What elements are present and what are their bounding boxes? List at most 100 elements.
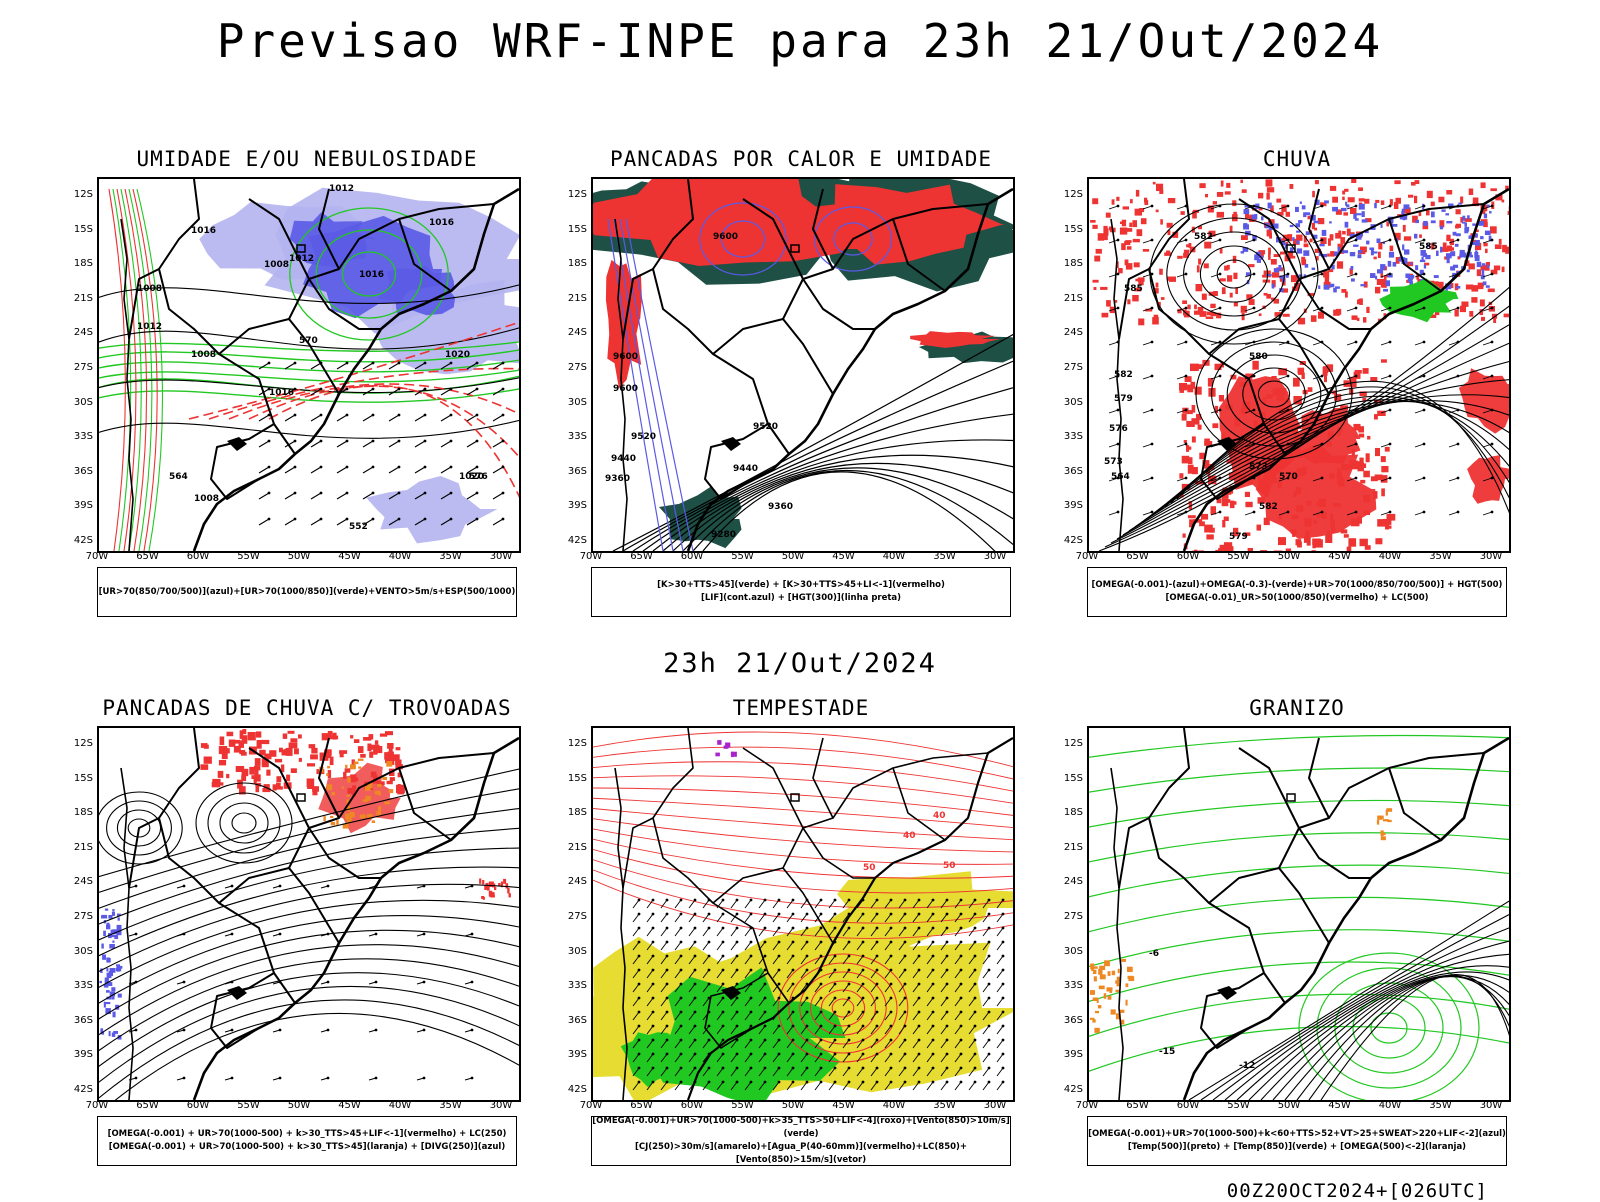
precip-pixel (1409, 275, 1415, 279)
contour-line (109, 189, 125, 551)
precip-pixel (102, 955, 106, 960)
precip-pixel (286, 748, 293, 756)
precip-pixel (112, 909, 114, 912)
streamline (99, 867, 519, 958)
latitude-tick-label: 18S (1053, 258, 1083, 269)
latitude-tick-label: 33S (1053, 431, 1083, 442)
precip-pixel (1358, 254, 1362, 258)
latitude-tick-label: 18S (557, 258, 587, 269)
granizo-map: -15-12-6 (1087, 726, 1511, 1102)
precip-pixel (1377, 816, 1382, 820)
lagoa-mirim (721, 437, 741, 451)
precip-pixel (1341, 464, 1349, 470)
longitude-tick-label: 60W (672, 1100, 712, 1111)
precip-pixel (1490, 226, 1497, 233)
precip-pixel (1358, 251, 1361, 254)
precip-pixel (1318, 285, 1320, 289)
wind-vector (1143, 239, 1153, 243)
wind-vector (1415, 477, 1425, 481)
precip-pixel (1252, 361, 1258, 370)
precip-pixel (1381, 488, 1385, 496)
legend-line: [LIF](cont.azul) + [HGT(300)](linha pret… (592, 592, 1010, 605)
precip-pixel (1363, 471, 1370, 478)
wind-vector (1381, 341, 1391, 345)
precip-pixel (1198, 425, 1202, 430)
precip-pixel (294, 748, 299, 754)
precip-pixel (1341, 208, 1347, 211)
precip-pixel (1375, 200, 1379, 203)
precip-pixel (1294, 491, 1297, 497)
precip-pixel (117, 969, 120, 972)
latitude-tick-label: 39S (557, 500, 587, 511)
wind-vector (441, 414, 452, 421)
precip-pixel (1427, 191, 1433, 198)
precip-pixel (1312, 223, 1315, 229)
tempestade-panel-title: TEMPESTADE (571, 696, 1031, 720)
wind-vector (337, 492, 348, 499)
precip-pixel (1117, 983, 1120, 986)
precip-pixel (347, 777, 350, 782)
latitude-tick-label: 36S (557, 1015, 587, 1026)
precip-pixel (1312, 550, 1317, 551)
pancadas-trovoadas-panel-title: PANCADAS DE CHUVA C/ TROVOADAS (77, 696, 537, 720)
wind-vector (1109, 409, 1119, 413)
precip-pixel (1232, 200, 1236, 206)
longitude-tick-label: 70W (77, 551, 117, 562)
precip-pixel (1455, 309, 1459, 316)
precip-pixel (1367, 436, 1370, 440)
country-border (1389, 768, 1441, 840)
contour-label: 570 (1279, 472, 1298, 482)
precip-pixel (1312, 268, 1316, 270)
precip-pixel (1266, 193, 1269, 200)
contour-label: 582 (1194, 232, 1213, 242)
precip-pixel (1094, 1028, 1099, 1033)
wind-vector (337, 440, 348, 447)
precip-pixel (1493, 317, 1496, 323)
wind-vector (815, 1081, 822, 1090)
wind-vector (493, 492, 504, 499)
precip-pixel (1240, 180, 1243, 183)
precip-pixel (1364, 510, 1371, 515)
precip-pixel (1227, 265, 1230, 270)
precip-pixel (1441, 209, 1445, 212)
precip-pixel (1198, 259, 1201, 265)
precip-pixel (1366, 241, 1369, 245)
precip-pixel (1455, 225, 1459, 229)
precip-pixel (1291, 275, 1297, 282)
precip-pixel (273, 784, 277, 790)
precip-pixel (1242, 189, 1247, 193)
contour-label: 582 (1259, 502, 1278, 512)
wind-vector (389, 362, 400, 369)
precip-pixel (1270, 477, 1277, 483)
latitude-tick-label: 27S (63, 362, 93, 373)
country-border (623, 818, 653, 888)
precip-pixel (1324, 374, 1327, 382)
precip-pixel (1222, 287, 1226, 294)
precip-pixel (117, 925, 122, 930)
contour-label: 1016 (429, 218, 454, 228)
wind-vector (369, 981, 377, 984)
wind-vector (465, 981, 473, 984)
precip-pixel (1194, 305, 1197, 310)
precip-pixel (107, 923, 110, 925)
precip-pixel (101, 916, 105, 919)
latitude-tick-label: 30S (557, 946, 587, 957)
precip-pixel (1226, 183, 1230, 188)
precip-pixel (1387, 820, 1392, 822)
precip-pixel (1169, 277, 1176, 282)
precip-pixel (1199, 183, 1205, 188)
precip-pixel (1153, 182, 1156, 185)
latitude-tick-label: 24S (63, 327, 93, 338)
contour-label: 50 (943, 861, 956, 871)
longitude-tick-label: 35W (925, 1100, 965, 1111)
precip-pixel (1116, 990, 1120, 993)
precip-pixel (1177, 256, 1183, 259)
precip-pixel (1335, 286, 1340, 288)
temp500-contour (1189, 898, 1509, 1100)
precip-pixel (1424, 265, 1426, 269)
shaded-area (1459, 368, 1509, 434)
wind-vector (311, 492, 322, 499)
wind-vector (675, 927, 682, 936)
main-title: Previsao WRF-INPE para 23h 21/Out/2024 (0, 14, 1600, 68)
